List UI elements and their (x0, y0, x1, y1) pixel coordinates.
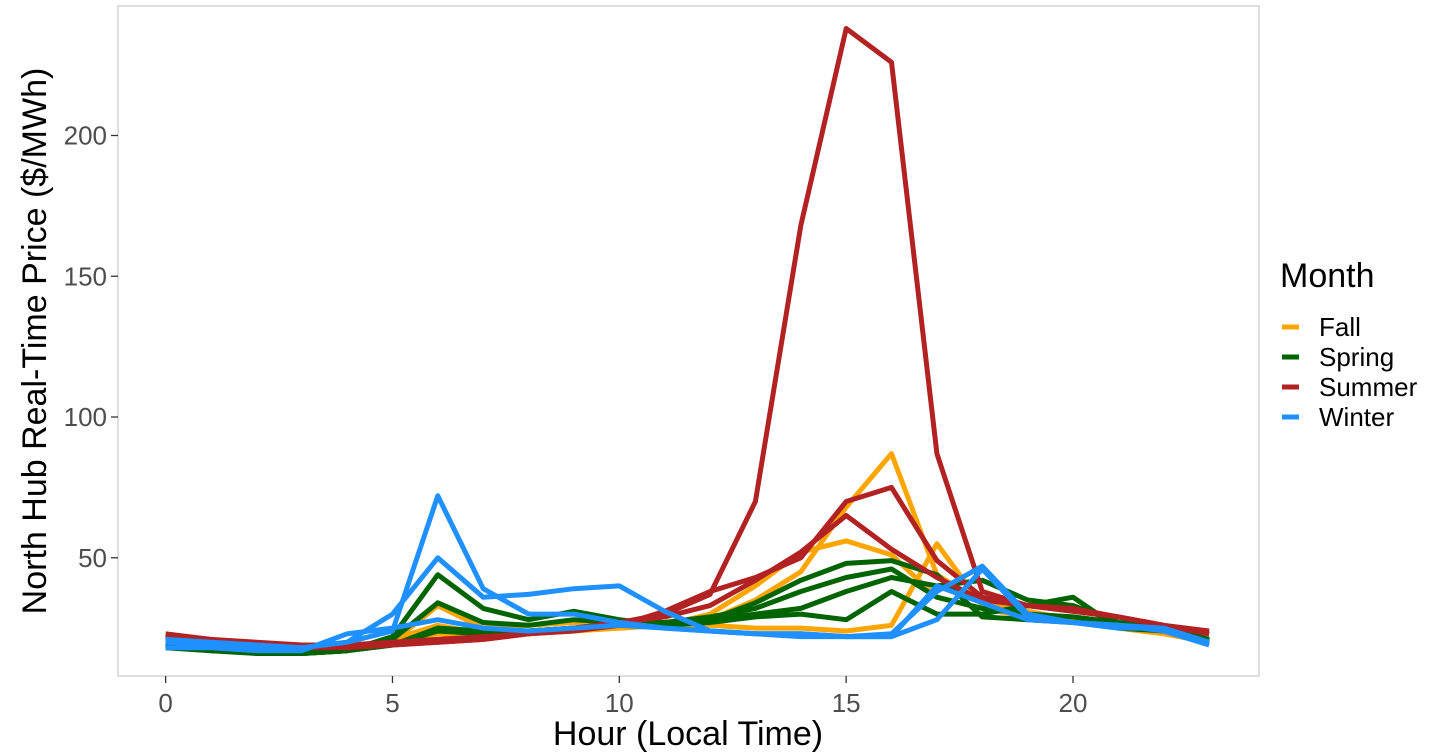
legend-label-spring: Spring (1319, 342, 1394, 372)
legend-label-summer: Summer (1319, 372, 1418, 402)
plot-panel (117, 5, 1260, 677)
y-tick-label: 200 (64, 120, 107, 150)
legend-title: Month (1280, 257, 1375, 295)
legend-label-winter: Winter (1319, 402, 1394, 432)
y-tick-label: 150 (64, 261, 107, 291)
x-axis-ticks: 0 5 10 15 20 (158, 676, 1087, 718)
y-tick-label: 50 (78, 543, 107, 573)
x-axis-title: Hour (Local Time) (553, 715, 823, 753)
x-tick-label: 0 (158, 688, 172, 718)
y-tick-label: 100 (64, 402, 107, 432)
x-tick-label: 15 (832, 688, 861, 718)
x-tick-label: 5 (385, 688, 399, 718)
series-line-summer (165, 484, 1210, 651)
series-line-winter (165, 566, 1210, 654)
x-tick-label: 20 (1059, 688, 1088, 718)
x-tick-label: 10 (605, 688, 634, 718)
series-lines (165, 26, 1210, 656)
legend-label-fall: Fall (1319, 312, 1361, 342)
y-axis-title: North Hub Real-Time Price ($/MWh) (16, 68, 54, 615)
y-axis-ticks: 50 100 150 200 (64, 120, 118, 573)
